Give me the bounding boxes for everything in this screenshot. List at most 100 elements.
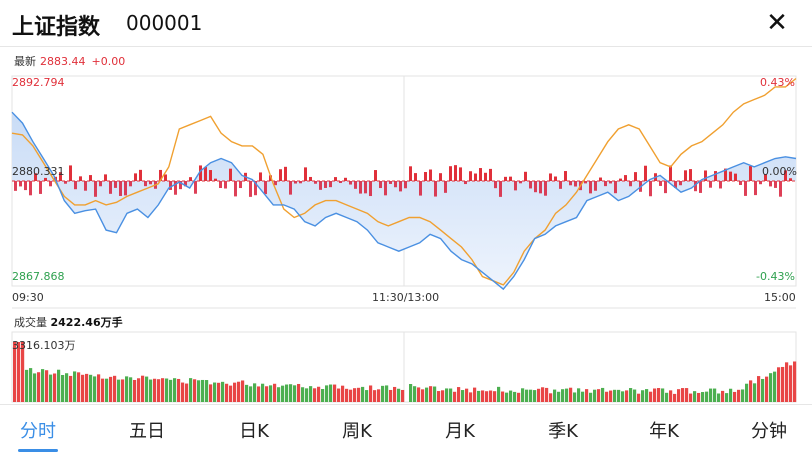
volume-bar [777, 367, 781, 402]
flow-bar [499, 181, 502, 197]
volume-bar [189, 378, 193, 402]
volume-bar [497, 386, 501, 402]
volume-bar [613, 389, 617, 402]
flow-bar [764, 174, 767, 181]
volume-bar [149, 379, 153, 402]
flow-bar [664, 181, 667, 194]
volume-bar [109, 376, 113, 402]
volume-bar [309, 386, 313, 402]
volume-bar [597, 389, 601, 402]
flow-bar [369, 181, 372, 197]
tab-yuek[interactable]: 月K [445, 421, 475, 442]
flow-bar [364, 181, 367, 194]
volume-bar [585, 389, 589, 402]
tab-fenshi[interactable]: 分时 [20, 421, 56, 442]
volume-bar [437, 391, 441, 402]
volume-bar [281, 385, 285, 402]
flow-bar [474, 173, 477, 181]
volume-bar [509, 390, 513, 402]
flow-bar [689, 169, 692, 181]
tab-wuri[interactable]: 五日 [129, 421, 165, 442]
volume-bar [461, 390, 465, 402]
volume-bar [521, 388, 525, 402]
flow-bar [779, 181, 782, 197]
volume-bar [413, 386, 417, 402]
flow-bar [59, 172, 62, 181]
flow-bar [129, 181, 132, 187]
flow-bar [339, 181, 342, 184]
flow-bar [739, 181, 742, 185]
volume-bar [785, 362, 789, 402]
volume-bar [205, 380, 209, 402]
volume-bar [349, 389, 353, 402]
volume-bar [381, 385, 385, 402]
tab-zhouk[interactable]: 周K [342, 421, 372, 442]
volume-bar [177, 378, 181, 402]
volume-bar [649, 391, 653, 402]
flow-bar [679, 181, 682, 186]
volume-bar [337, 388, 341, 402]
volume-bar [141, 375, 145, 402]
volume-bar [321, 388, 325, 402]
flow-bar [409, 166, 412, 181]
volume-bar [193, 379, 197, 402]
flow-bar [234, 181, 237, 197]
flow-bar [294, 181, 297, 184]
volume-bar [681, 388, 685, 402]
volume-bar [49, 374, 53, 402]
volume-bar [97, 374, 101, 402]
volume-bar [673, 393, 677, 402]
flow-bar [204, 166, 207, 181]
volume-bar [105, 378, 109, 402]
volume-bar [365, 390, 369, 402]
flow-bar [479, 168, 482, 181]
flow-bar [94, 181, 97, 197]
volume-bar [453, 391, 457, 402]
close-icon[interactable]: ✕ [766, 8, 788, 38]
volume-bar [557, 391, 561, 402]
volume-bar [569, 387, 573, 402]
flow-bar [439, 173, 442, 181]
intraday-chart[interactable] [0, 0, 812, 404]
volume-bar [325, 385, 329, 402]
volume-bar [81, 374, 85, 402]
volume-bar [305, 388, 309, 402]
tab-fenzhong[interactable]: 分钟 [751, 421, 787, 442]
flow-bar [509, 176, 512, 181]
volume-bar [661, 388, 665, 402]
flow-bar [39, 181, 42, 194]
volume-bar [737, 389, 741, 402]
flow-bar [229, 168, 232, 181]
volume-bar [533, 390, 537, 402]
flow-bar [744, 181, 747, 196]
volume-bar [561, 389, 565, 402]
volume-bar [445, 388, 449, 402]
flow-bar [389, 181, 392, 184]
volume-bar [765, 376, 769, 402]
tab-niank[interactable]: 年K [649, 421, 679, 442]
volume-bar [317, 386, 321, 402]
flow-bar [569, 181, 572, 186]
volume-bar [705, 391, 709, 402]
flow-bar [599, 177, 602, 181]
volume-bar [621, 391, 625, 402]
volume-bar [693, 391, 697, 402]
volume-bar [181, 382, 185, 402]
latest-change: +0.00 [91, 55, 126, 68]
volume-bar [133, 379, 137, 402]
volume-bar [417, 387, 421, 402]
tab-jik[interactable]: 季K [548, 421, 578, 442]
flow-bar [609, 181, 612, 184]
flow-bar [549, 173, 552, 181]
flow-bar [179, 181, 182, 190]
flow-bar [714, 171, 717, 181]
volume-bar [21, 342, 25, 402]
latest-price: 最新 2883.44 +0.00 [14, 53, 125, 69]
time-mid-label: 11:30/13:00 [372, 291, 440, 304]
volume-bar [289, 384, 293, 402]
volume-bar [357, 387, 361, 402]
flow-bar [624, 175, 627, 181]
flow-bar [769, 181, 772, 187]
volume-bar [493, 391, 497, 402]
tab-rik[interactable]: 日K [239, 421, 269, 442]
